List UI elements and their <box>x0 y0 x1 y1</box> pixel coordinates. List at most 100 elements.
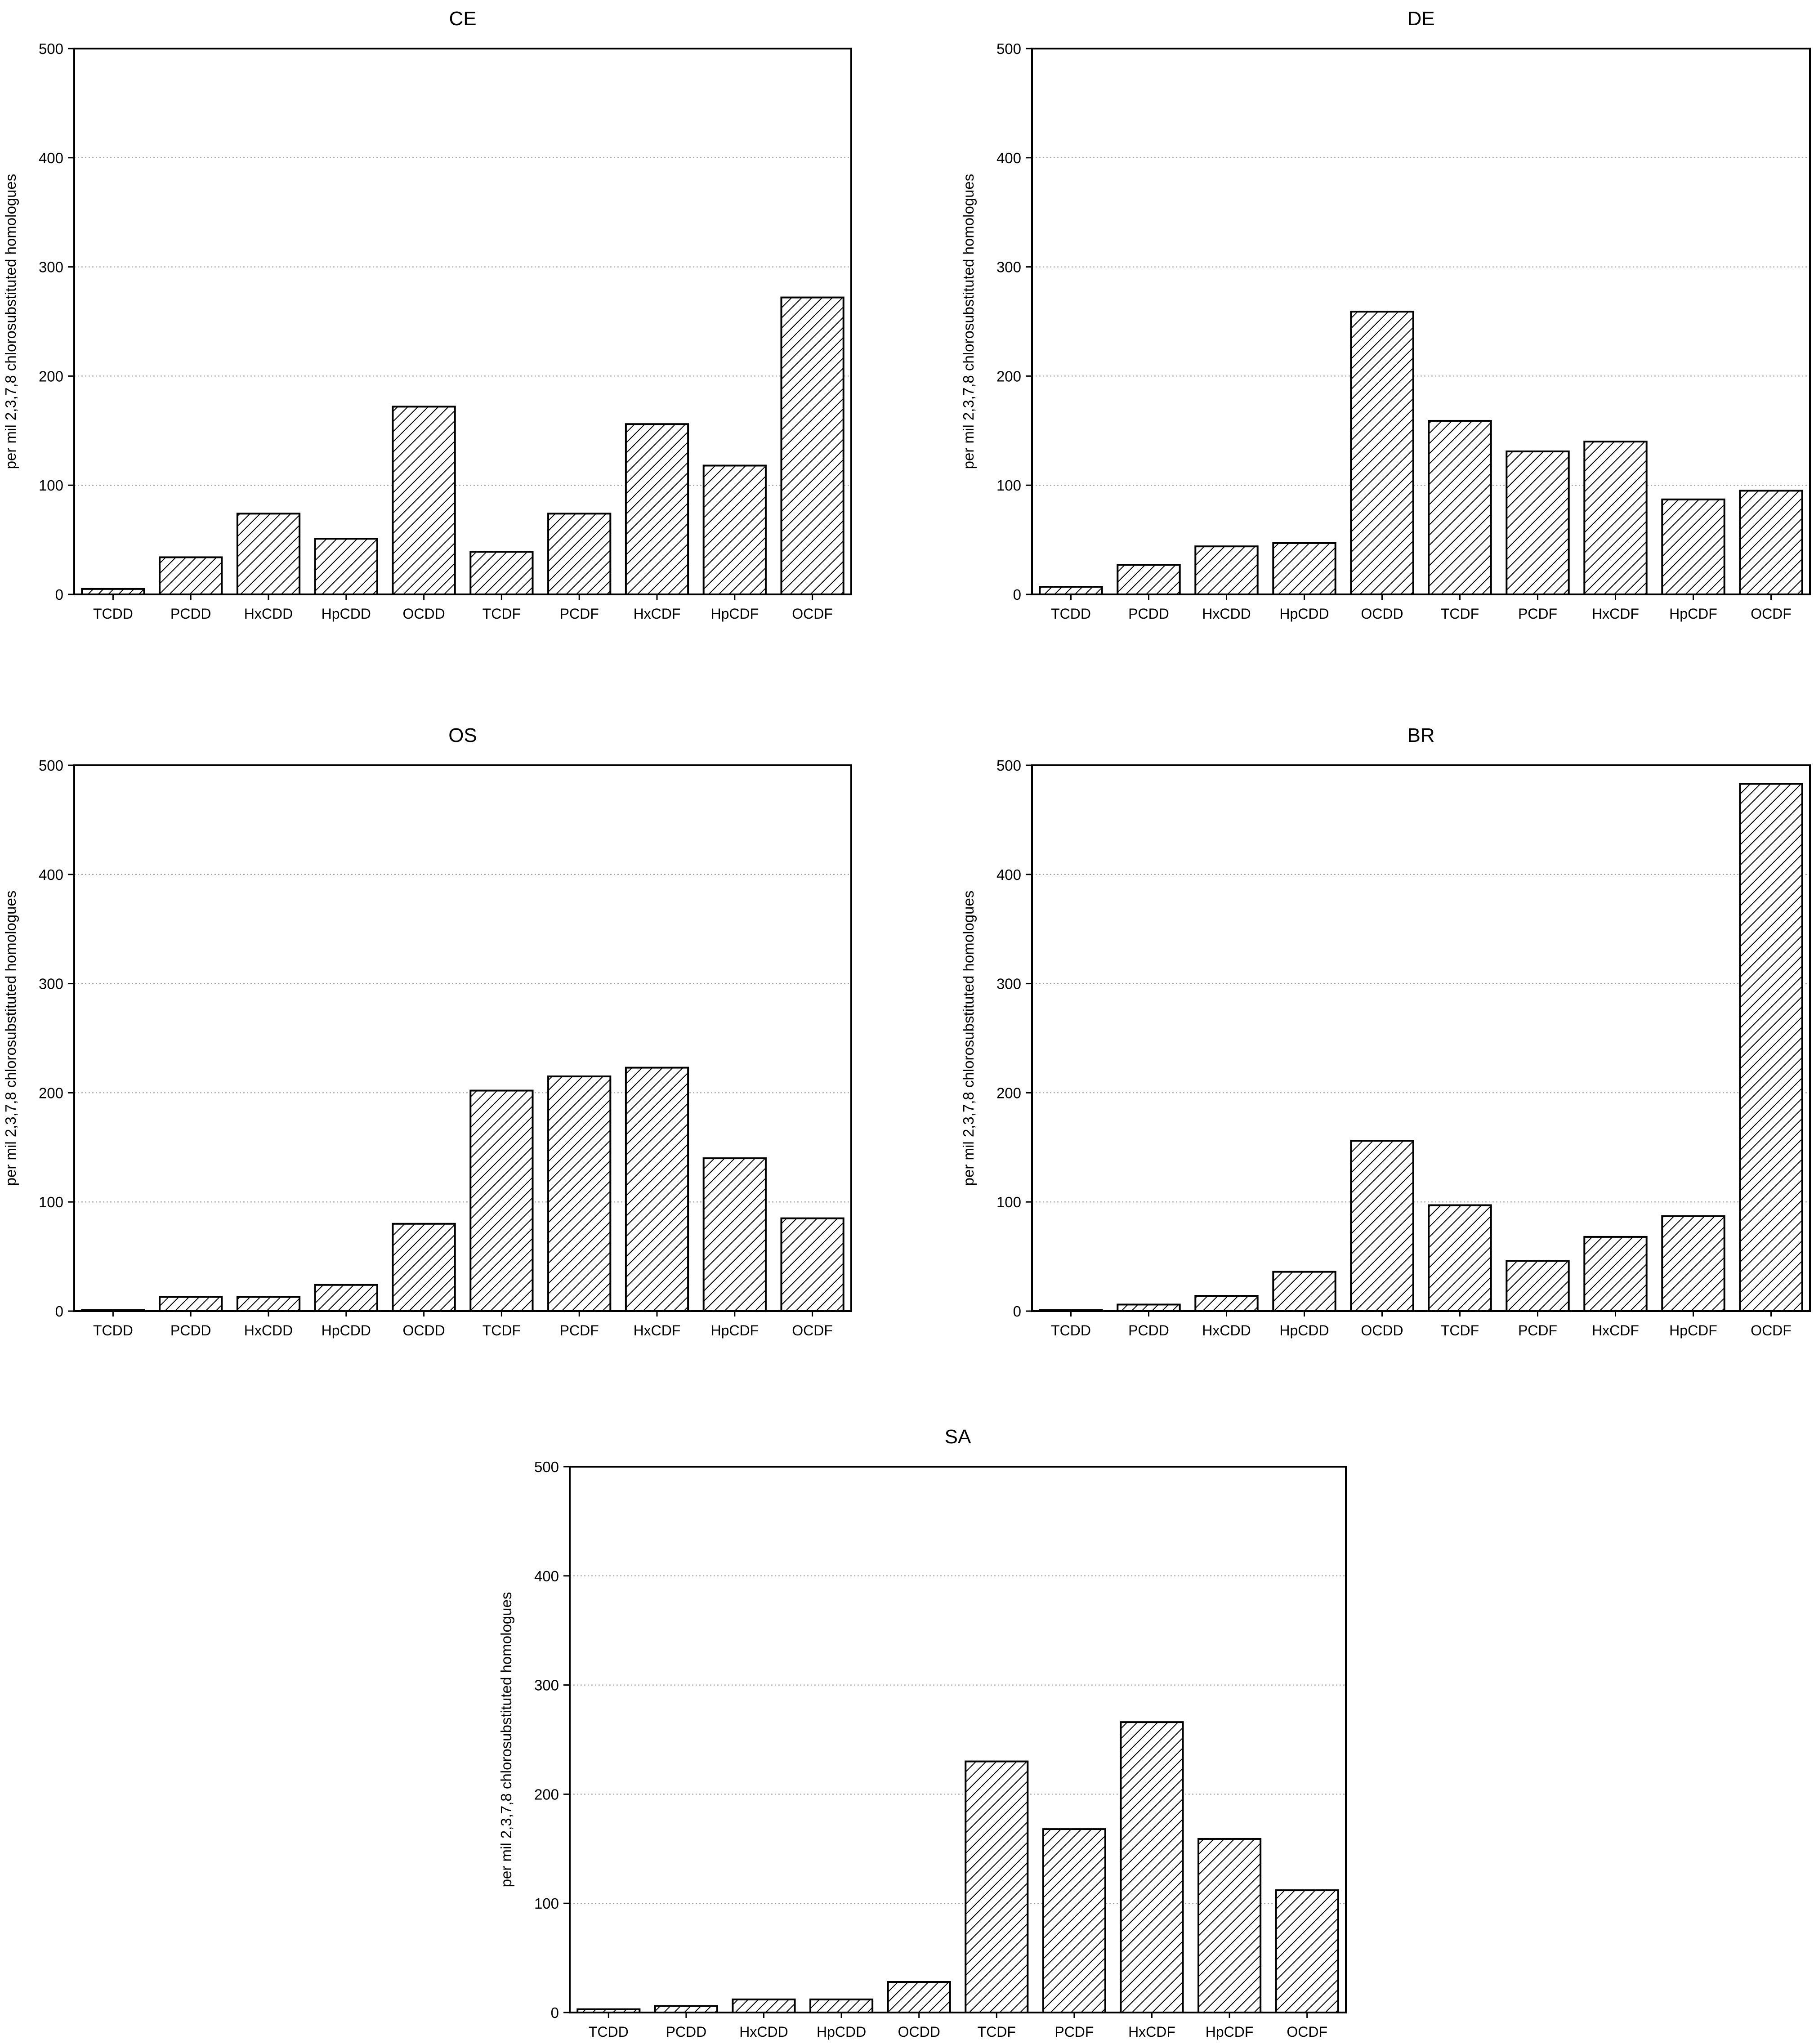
bar-ocdd <box>1350 311 1414 595</box>
bar-ocdd <box>392 406 456 595</box>
bar-hpcdd <box>1272 542 1336 596</box>
bar-hpcdd <box>314 1284 378 1312</box>
bar-hxcdd <box>236 513 301 595</box>
y-tick-label: 200 <box>39 1084 63 1101</box>
x-tick-label: PCDD <box>666 2024 707 2040</box>
y-tick-label: 0 <box>55 586 63 603</box>
y-tick-label: 500 <box>39 40 63 57</box>
x-tick-label: OCDD <box>898 2024 940 2040</box>
x-tick-label: HpCDF <box>710 1322 759 1339</box>
x-tick-label: TCDF <box>1441 1322 1479 1339</box>
y-tick-label: 400 <box>39 866 63 883</box>
y-axis-label: per mil 2,3,7,8 chlorosubstituted homolo… <box>960 891 977 1186</box>
bar-hxcdf <box>1120 1721 1184 2014</box>
bar-hxcdf <box>1583 441 1648 596</box>
x-tick-label: OCDF <box>792 1322 833 1339</box>
bar-hpcdf <box>1661 498 1725 596</box>
y-tick-label: 100 <box>39 477 63 494</box>
bar-ocdf <box>780 1217 844 1312</box>
y-tick-label: 300 <box>534 1677 559 1694</box>
bar-hxcdd <box>732 1998 796 2013</box>
x-tick-label: PCDD <box>170 606 211 622</box>
x-tick-label: HpCDD <box>1279 1322 1329 1339</box>
bar-hxcdf <box>625 423 689 595</box>
bar-tcdf <box>965 1760 1029 2014</box>
x-tick-label: PCDF <box>560 606 599 622</box>
bar-hpcdf <box>1197 1838 1262 2013</box>
x-tick-label: HxCDD <box>1202 1322 1251 1339</box>
y-tick-label: 500 <box>534 1459 559 1475</box>
bar-pcdd <box>1117 564 1181 595</box>
y-tick-label: 200 <box>996 1084 1021 1101</box>
bar-hxcdd <box>236 1296 301 1312</box>
plot-frame <box>569 1466 1347 2013</box>
y-tick-label: 100 <box>996 477 1021 494</box>
x-tick-label: OCDF <box>792 606 833 622</box>
bar-pcdd <box>159 556 223 595</box>
x-tick-label: OCDD <box>1361 606 1403 622</box>
y-tick-label: 400 <box>39 150 63 166</box>
x-tick-label: TCDF <box>978 2024 1016 2040</box>
y-tick-label: 300 <box>996 976 1021 992</box>
bar-ocdf <box>1739 490 1803 595</box>
y-tick-label: 0 <box>1013 1303 1021 1320</box>
bar-hxcdd <box>1194 1295 1259 1312</box>
y-tick-label: 100 <box>534 1895 559 1912</box>
bar-ocdf <box>1739 783 1803 1312</box>
chart-sa: SA 0 100 200 300 400 500 per mil 2,3,7,8 chloro… <box>498 1426 1347 2040</box>
y-tick-label: 100 <box>996 1194 1021 1210</box>
x-tick-label: HxCDF <box>634 1322 681 1339</box>
y-tick-label: 200 <box>996 368 1021 384</box>
x-tick-label: TCDD <box>93 1322 133 1339</box>
x-tick-label: HpCDD <box>322 1322 371 1339</box>
y-tick-label: 200 <box>39 368 63 384</box>
bar-tcdf <box>469 1089 534 1312</box>
x-tick-label: HxCDD <box>1202 606 1251 622</box>
y-tick-label: 500 <box>996 40 1021 57</box>
x-tick-label: HxCDF <box>634 606 681 622</box>
x-tick-label: TCDF <box>1441 606 1479 622</box>
bar-pcdf <box>547 513 612 595</box>
bar-pcdd <box>159 1296 223 1312</box>
chart-ce: CE 0 100 200 300 400 500 per mil 2,3,7,8 chloro… <box>2 8 852 622</box>
bar-hpcdf <box>702 1157 767 1312</box>
bar-tcdf <box>1428 420 1492 595</box>
x-tick-label: PCDD <box>170 1322 211 1339</box>
bar-ocdd <box>392 1223 456 1312</box>
x-tick-label: HpCDF <box>1669 1322 1717 1339</box>
x-tick-label: HpCDD <box>817 2024 866 2040</box>
chart-title: OS <box>448 724 477 746</box>
bar-pcdd <box>1117 1303 1181 1312</box>
x-tick-label: HpCDD <box>1279 606 1329 622</box>
x-tick-label: OCDF <box>1751 1322 1792 1339</box>
x-tick-label: HxCDF <box>1128 2024 1175 2040</box>
bar-pcdf <box>1506 450 1570 595</box>
x-tick-label: OCDF <box>1751 606 1792 622</box>
x-tick-label: OCDD <box>402 606 445 622</box>
chart-title: SA <box>945 1426 971 1448</box>
x-tick-label: TCDD <box>1051 1322 1091 1339</box>
plot-frame <box>1031 764 1811 1312</box>
bar-hpcdf <box>702 464 767 595</box>
y-tick-label: 400 <box>534 1568 559 1584</box>
bar-hpcdd <box>1272 1271 1336 1312</box>
y-tick-label: 0 <box>551 2004 559 2021</box>
bar-hpcdf <box>1661 1215 1725 1312</box>
x-tick-label: HpCDF <box>710 606 759 622</box>
x-tick-label: PCDD <box>1128 606 1169 622</box>
y-tick-label: 400 <box>996 866 1021 883</box>
bar-ocdf <box>1275 1889 1339 2013</box>
bar-hxcdd <box>1194 545 1259 595</box>
x-tick-label: HxCDF <box>1592 1322 1639 1339</box>
x-tick-label: PCDF <box>1518 1322 1557 1339</box>
x-tick-label: TCDF <box>483 606 521 622</box>
y-tick-label: 0 <box>1013 586 1021 603</box>
x-tick-label: TCDD <box>589 2024 629 2040</box>
y-axis-label: per mil 2,3,7,8 chlorosubstituted homolo… <box>2 174 19 469</box>
x-tick-label: OCDF <box>1287 2024 1327 2040</box>
x-tick-label: PCDF <box>560 1322 599 1339</box>
y-tick-label: 100 <box>39 1194 63 1210</box>
x-tick-label: OCDD <box>1361 1322 1403 1339</box>
x-tick-label: HxCDF <box>1592 606 1639 622</box>
chart-os: OS 0 100 200 300 400 500 per mil 2,3,7,8 chloro… <box>2 724 852 1339</box>
